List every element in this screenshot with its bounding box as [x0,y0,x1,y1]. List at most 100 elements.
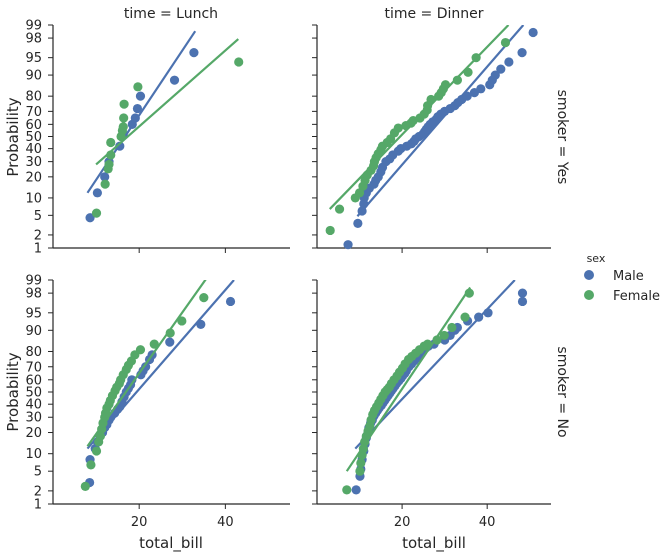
y-tick-label: 10 [25,447,42,462]
point-female [177,316,187,326]
point-male [196,319,206,329]
point-male [85,213,95,223]
y-tick-label: 99 [25,19,42,34]
legend-label-male: Male [613,269,644,284]
y-tick-label: 70 [25,360,42,375]
point-male [517,47,527,58]
point-female [119,113,129,123]
point-male [496,64,506,74]
y-tick-label: 1 [34,498,42,513]
y-tick-label: 50 [25,386,42,401]
point-female [393,123,403,133]
point-female [464,288,474,298]
point-female [439,330,449,341]
panel-marks [312,24,538,253]
point-female [133,82,143,92]
y-tick-label: 5 [34,209,42,224]
col-title-dinner: time = Dinner [384,6,483,22]
point-male [353,218,363,228]
point-male [165,337,175,347]
point-female [149,339,159,349]
y-tick-label: 30 [25,155,42,170]
point-female [91,208,102,218]
point-male [135,91,146,101]
point-male [115,141,125,151]
point-female [119,99,129,109]
point-female [91,446,102,456]
y-tick-label: 98 [25,32,42,47]
point-female [86,460,96,470]
point-female [355,466,365,476]
point-male [343,240,353,250]
point-male [504,57,514,67]
y-tick-label: 60 [25,118,42,133]
legend: sex Male Female [584,252,660,304]
point-male [132,103,143,114]
point-female [471,53,481,63]
point-male [483,308,493,318]
x-axis-title-lunch: total_bill [139,534,203,553]
fit-line-female [95,38,240,166]
y-tick-label: 50 [25,130,42,145]
y-tick-label: 10 [25,191,42,206]
point-female [334,204,345,214]
y-tick-label: 95 [25,306,42,321]
point-female [325,225,335,236]
point-female [460,312,470,322]
point-female [342,485,352,495]
panel-marks: 20 40 [312,279,528,530]
point-female [80,481,90,491]
y-tick-label: 40 [25,398,42,413]
point-female [106,150,116,160]
y-tick-label: 20 [25,426,42,441]
y-tick-label: 40 [25,142,42,157]
y-tick-label: 70 [25,105,42,120]
point-male [517,296,528,307]
point-male [169,75,180,85]
point-female [463,67,473,77]
x-tick-label: 20 [394,515,411,530]
y-tick-label: 90 [25,324,42,339]
legend-marker-male [584,270,594,280]
point-female [95,431,105,441]
x-axis-title-dinner: total_bill [402,534,466,553]
point-female [199,293,209,303]
point-male [130,113,140,123]
legend-marker-female [584,290,594,300]
x-tick-label: 40 [217,515,234,530]
panel-smoker-no-dinner: 20 40 [312,279,551,530]
y-axis-title-top: Probability [4,97,22,176]
y-tick-label: 98 [25,287,42,302]
row-title-smoker-no: smoker = No [554,346,570,437]
point-female [500,37,511,48]
legend-label-female: Female [613,289,660,304]
point-female [135,345,146,355]
y-tick-label: 5 [34,465,42,480]
point-male [189,47,199,58]
point-female [234,57,244,67]
panel-smoker-yes-dinner [312,24,551,253]
y-tick-label: 2 [34,228,42,243]
point-male [357,206,367,216]
point-male [92,188,102,198]
row-title-smoker-yes: smoker = Yes [554,90,570,185]
legend-title: sex [587,252,606,265]
y-tick-label: 20 [25,170,42,185]
point-male [351,485,361,495]
point-female [423,339,433,349]
point-male [474,312,484,322]
y-tick-label: 80 [25,90,42,105]
point-male [528,27,538,38]
point-male [462,91,472,101]
point-male [225,296,236,307]
point-female [447,322,457,333]
point-female [432,335,442,345]
point-male [100,172,110,182]
point-female [440,80,451,90]
point-female [106,137,116,148]
